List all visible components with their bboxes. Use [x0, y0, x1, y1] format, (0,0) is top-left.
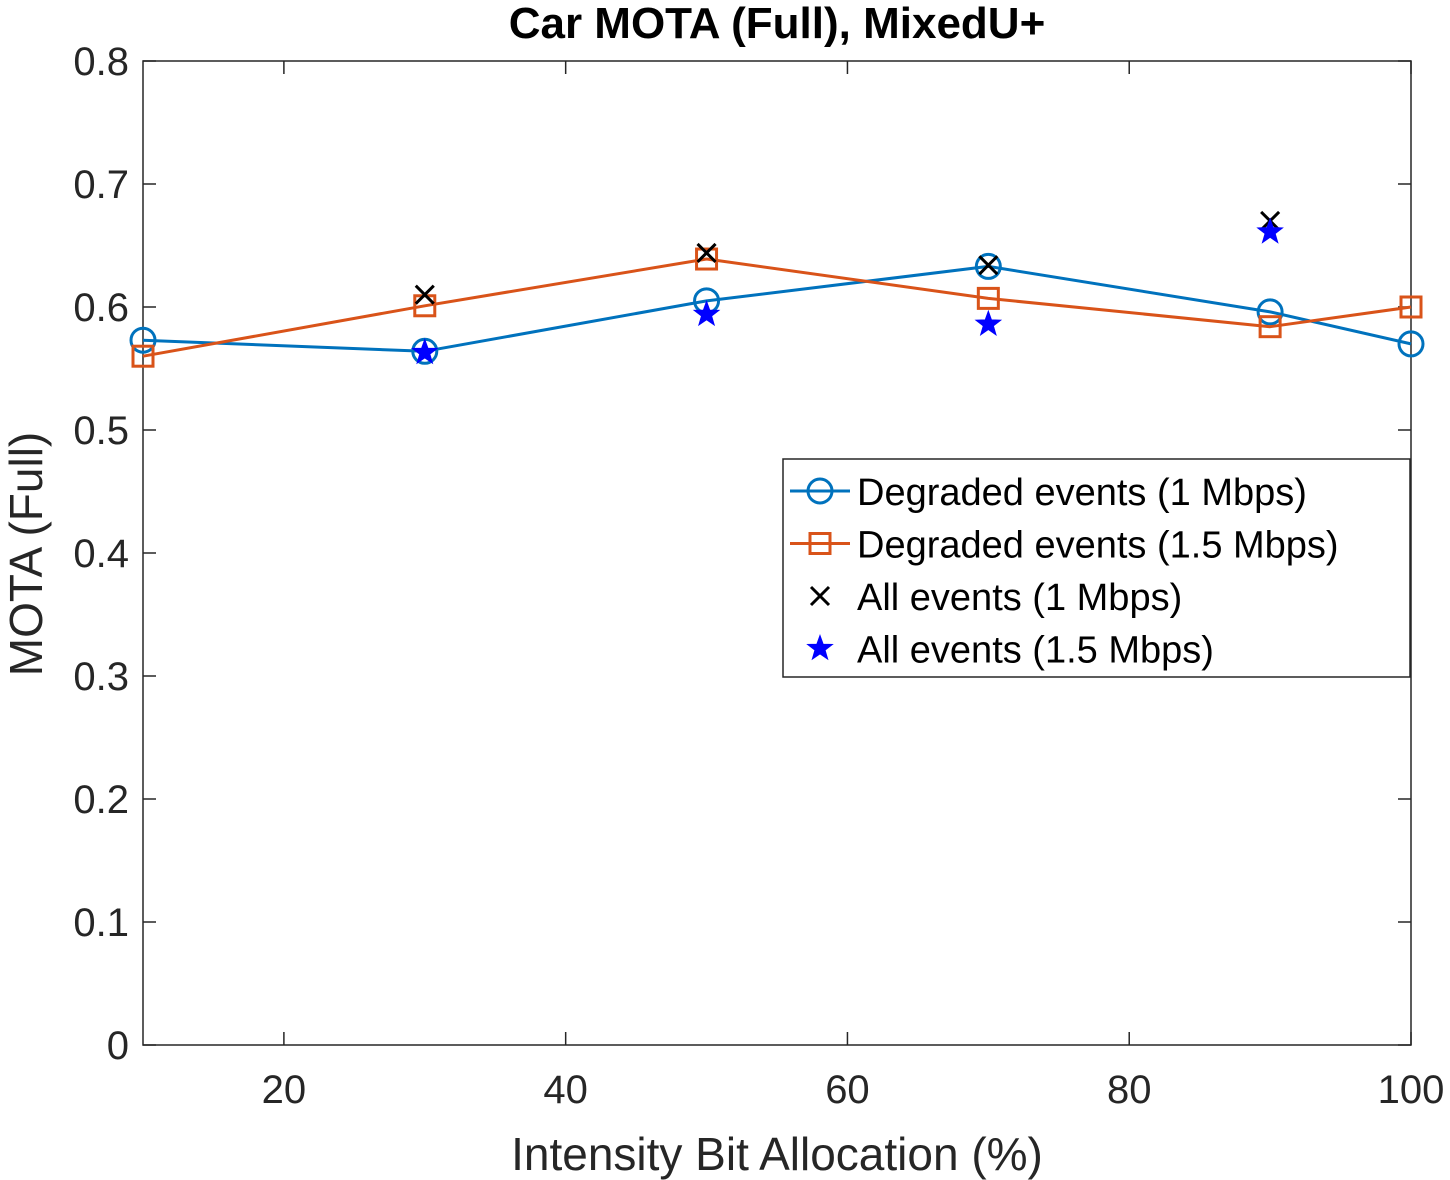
y-tick-label: 0.2: [73, 778, 129, 822]
chart-title: Car MOTA (Full), MixedU+: [509, 0, 1046, 48]
legend-label: All events (1.5 Mbps): [857, 630, 1214, 672]
x-tick-label: 80: [1107, 1068, 1152, 1112]
data-point: [1256, 298, 1284, 326]
legend-marker: [808, 532, 832, 555]
legend-entry: All events (1 Mbps): [809, 577, 1182, 619]
y-tick-label: 0.4: [73, 532, 129, 576]
x-tick-label: 60: [825, 1068, 870, 1112]
y-tick-label: 0.6: [73, 286, 129, 330]
axis-ticks: 20 40 60 80 100 0 0.1 0.2 0.3 0.4 0.5 0.6 0.7 0.8: [73, 40, 1444, 1112]
legend-marker: [806, 477, 834, 505]
legend-box: [782, 458, 1411, 678]
x-tick-label: 100: [1378, 1068, 1445, 1112]
data-point: [1397, 330, 1425, 358]
legend-entry: Degraded events (1 Mbps): [790, 472, 1307, 514]
x-tick-label: 40: [543, 1068, 588, 1112]
legend-label: All events (1 Mbps): [857, 577, 1182, 619]
legend-entry: Degraded events (1.5 Mbps): [790, 525, 1339, 567]
legend-label: Degraded events (1 Mbps): [857, 472, 1307, 514]
y-tick-label: 0.7: [73, 163, 129, 207]
y-axis-label: MOTA (Full): [0, 432, 52, 676]
data-point: [695, 247, 719, 271]
x-tick-label: 20: [262, 1068, 307, 1112]
legend: Degraded events (1 Mbps) Degraded events …: [782, 458, 1411, 678]
x-axis-label: Intensity Bit Allocation (%): [511, 1128, 1043, 1180]
y-tick-label: 0.1: [73, 901, 129, 945]
legend-label: Degraded events (1.5 Mbps): [857, 525, 1339, 567]
data-point: [1258, 315, 1282, 339]
data-point: [131, 344, 155, 368]
series-line: [142, 264, 1412, 353]
data-point: [692, 299, 721, 327]
data-point: [1399, 295, 1423, 319]
legend-entry: All events (1.5 Mbps): [806, 630, 1214, 672]
y-tick-label: 0.3: [73, 655, 129, 699]
legend-marker: [809, 585, 831, 607]
data-point: [129, 326, 157, 354]
series-layer: [129, 210, 1425, 368]
data-point: [978, 255, 999, 276]
data-point: [974, 252, 1002, 280]
y-tick-label: 0.8: [73, 40, 129, 84]
series-line: [142, 257, 1412, 358]
legend-marker: [806, 634, 834, 661]
data-point: [1256, 217, 1284, 244]
data-point: [414, 284, 435, 305]
series-2: [131, 247, 1423, 368]
series-4: [410, 217, 1284, 365]
y-tick-label: 0.5: [73, 409, 129, 453]
y-tick-label: 0: [107, 1024, 129, 1068]
data-point: [696, 242, 717, 263]
data-point: [976, 286, 1000, 310]
data-point: [410, 338, 439, 365]
data-point: [974, 309, 1003, 336]
